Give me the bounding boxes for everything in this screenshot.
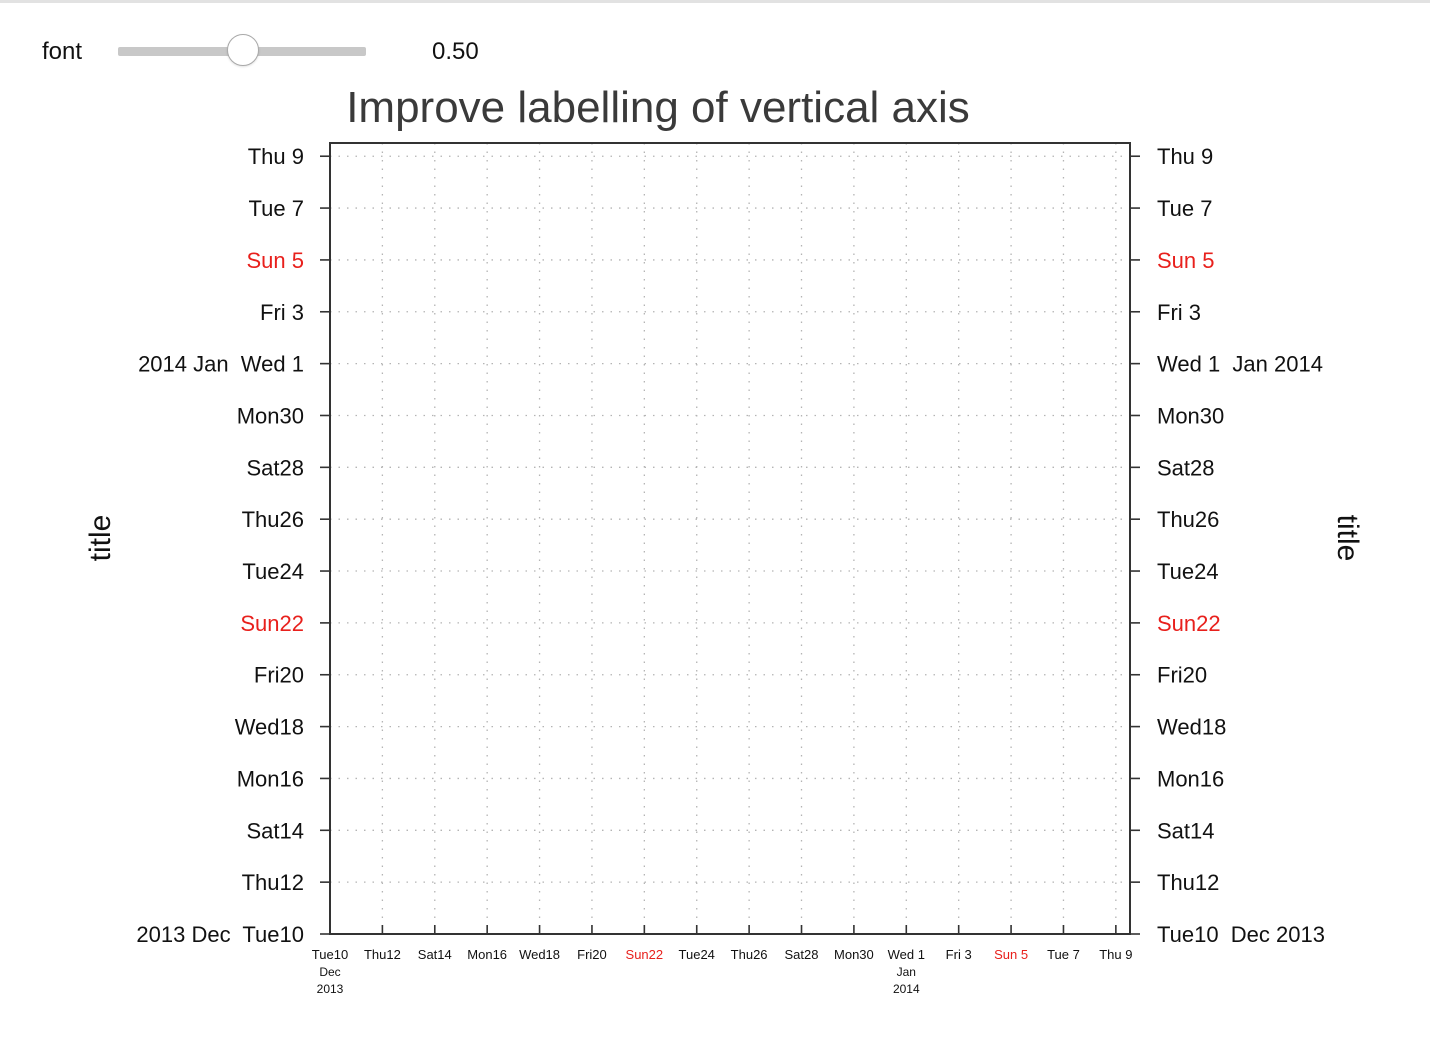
controls-bar: font 0.50 — [0, 24, 700, 80]
y-tick-label-left: Thu 9 — [248, 144, 304, 169]
x-tick-label: Wed 1 — [888, 947, 925, 962]
y-axis-label-left: title — [84, 515, 117, 562]
x-tick-label: Tue10 — [312, 947, 348, 962]
y-tick-label-left: Wed18 — [235, 715, 304, 740]
y-tick-label-right: Mon30 — [1157, 403, 1224, 428]
y-tick-label-right: Tue10 Dec 2013 — [1157, 922, 1325, 947]
y-tick-label-left: Tue24 — [242, 559, 304, 584]
y-tick-label-left: Sun22 — [240, 611, 304, 636]
y-tick-label-left: Sat28 — [247, 455, 305, 480]
x-tick-label: Tue24 — [679, 947, 715, 962]
y-tick-label-right: Sat14 — [1157, 818, 1215, 843]
x-tick-label: Fri20 — [577, 947, 607, 962]
y-tick-label-right: Wed 1 Jan 2014 — [1157, 352, 1323, 377]
x-tick-label: Thu12 — [364, 947, 401, 962]
x-tick-label: Fri 3 — [946, 947, 972, 962]
y-tick-label-right: Sun 5 — [1157, 248, 1215, 273]
y-tick-label-left: Sun 5 — [247, 248, 305, 273]
tick-marks — [320, 155, 1140, 935]
y-tick-label-right: Tue 7 — [1157, 196, 1212, 221]
y-tick-label-left: Fri 3 — [260, 300, 304, 325]
x-tick-sublabel: 2013 — [317, 982, 344, 996]
x-tick-label: Sun 5 — [994, 947, 1028, 962]
chart-title: Improve labelling of vertical axis — [346, 83, 970, 132]
y-tick-label-right: Wed18 — [1157, 715, 1226, 740]
y-tick-label-left: Sat14 — [247, 818, 305, 843]
x-tick-sublabel: Dec — [319, 965, 340, 979]
font-slider-thumb[interactable] — [227, 34, 259, 66]
y-tick-label-right: Mon16 — [1157, 766, 1224, 791]
y-tick-label-right: Tue24 — [1157, 559, 1219, 584]
x-tick-label: Sun22 — [626, 947, 664, 962]
font-slider-value: 0.50 — [432, 38, 479, 65]
x-tick-sublabel: 2014 — [893, 982, 920, 996]
y-tick-label-right: Sun22 — [1157, 611, 1221, 636]
font-slider[interactable] — [118, 34, 366, 70]
y-tick-label-left: 2013 Dec Tue10 — [136, 922, 304, 947]
font-slider-label: font — [42, 38, 83, 65]
x-tick-label: Sat14 — [418, 947, 452, 962]
y-tick-label-left: Mon30 — [237, 403, 304, 428]
x-tick-label: Wed18 — [519, 947, 560, 962]
y-tick-label-left: Mon16 — [237, 766, 304, 791]
y-tick-label-left: Tue 7 — [249, 196, 304, 221]
x-tick-label: Mon16 — [467, 947, 507, 962]
x-tick-sublabel: Jan — [897, 965, 916, 979]
y-tick-label-right: Fri20 — [1157, 663, 1207, 688]
y-tick-label-left: 2014 Jan Wed 1 — [138, 352, 304, 377]
y-tick-label-left: Thu26 — [242, 507, 304, 532]
y-tick-label-right: Thu 9 — [1157, 144, 1213, 169]
y-tick-label-left: Fri20 — [254, 663, 304, 688]
y-tick-label-right: Fri 3 — [1157, 300, 1201, 325]
x-tick-label: Tue 7 — [1047, 947, 1080, 962]
y-tick-label-right: Thu26 — [1157, 507, 1219, 532]
x-tick-label: Thu26 — [731, 947, 768, 962]
y-axis-label-right: title — [1331, 515, 1364, 562]
top-divider — [0, 0, 1430, 3]
plot-frame — [329, 142, 1131, 935]
y-tick-label-right: Thu12 — [1157, 870, 1219, 895]
y-tick-label-left: Thu12 — [242, 870, 304, 895]
tick-labels: Tue10 Dec 2013 Thu12 Sat14 Mon16 Wed18 Fri20 Sun… — [136, 144, 1325, 996]
grid — [330, 143, 1130, 934]
y-tick-label-right: Sat28 — [1157, 455, 1215, 480]
x-tick-label: Thu 9 — [1099, 947, 1132, 962]
x-tick-label: Sat28 — [785, 947, 819, 962]
x-tick-label: Mon30 — [834, 947, 874, 962]
